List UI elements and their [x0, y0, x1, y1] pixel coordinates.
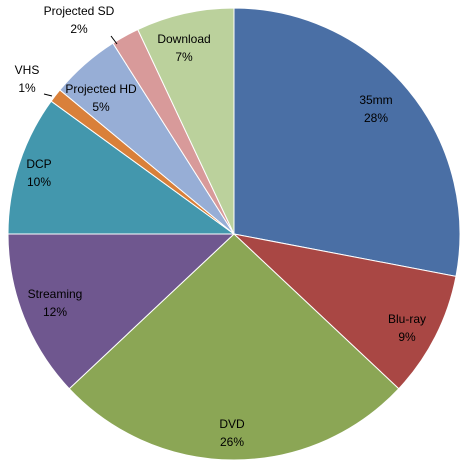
slice-label-dvd: DVD 26%	[219, 417, 245, 449]
slice-category: Download	[157, 32, 210, 46]
slice-percent: 2%	[70, 22, 88, 36]
slice-label-download: Download 7%	[157, 32, 210, 64]
leader-lines	[43, 35, 118, 97]
slice-label-streaming: Streaming 12%	[28, 287, 83, 319]
slice-label-projected-hd: Projected HD 5%	[65, 82, 137, 114]
leader-line-vhs	[43, 93, 53, 97]
slice-label-vhs: VHS 1%	[15, 63, 40, 95]
pie-slice-download	[137, 7, 235, 235]
leader-line-projected-sd	[110, 35, 118, 45]
pie-slice-streaming	[7, 233, 236, 390]
pie-slices	[7, 7, 461, 461]
slice-label-dcp: DCP 10%	[26, 157, 51, 189]
slice-label-blu-ray: Blu-ray 9%	[388, 312, 426, 344]
pie-slice-blu-ray	[232, 233, 457, 390]
slice-percent: 26%	[220, 435, 244, 449]
slice-percent: 7%	[175, 50, 193, 64]
slice-category: DCP	[26, 157, 51, 171]
slice-percent: 5%	[92, 100, 110, 114]
pie-slice-dcp	[7, 100, 236, 235]
slice-category: Blu-ray	[388, 312, 426, 326]
slice-category: Projected HD	[65, 82, 137, 96]
slice-category: DVD	[219, 417, 245, 431]
pie-slice-35mm	[233, 7, 461, 277]
slice-percent: 12%	[43, 305, 67, 319]
slice-category: 35mm	[359, 93, 392, 107]
slice-percent: 10%	[27, 175, 51, 189]
slice-category: VHS	[15, 63, 40, 77]
slice-category: Projected SD	[44, 4, 115, 18]
slice-percent: 9%	[398, 330, 416, 344]
slice-label-projected-sd: Projected SD 2%	[44, 4, 115, 36]
slice-category: Streaming	[28, 287, 83, 301]
slice-percent: 28%	[364, 111, 388, 125]
slice-percent: 1%	[18, 81, 36, 95]
slice-label-35mm: 35mm 28%	[359, 93, 392, 125]
pie-slice-dvd	[68, 233, 400, 461]
slice-labels: 35mm 28% Blu-ray 9% DVD 26% Streaming 12% DCP 10%…	[15, 4, 426, 449]
